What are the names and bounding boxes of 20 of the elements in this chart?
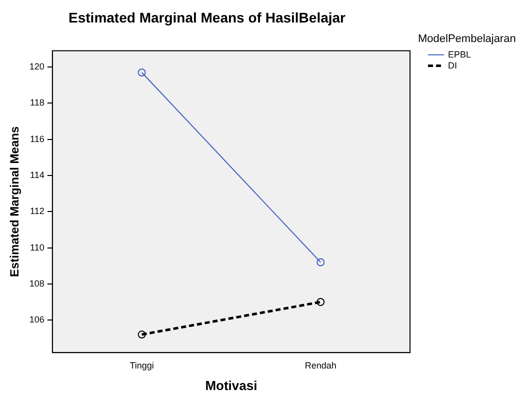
legend-label: DI	[448, 60, 457, 70]
point	[138, 330, 146, 339]
x-tick-label: Tinggi	[130, 360, 154, 370]
x-tick-label: Rendah	[304, 360, 336, 370]
point	[138, 68, 146, 76]
x-axis-title: Motivasi	[205, 378, 258, 393]
y-tick-label: 114	[30, 170, 44, 180]
point	[316, 298, 325, 306]
y-tick-label: 112	[30, 206, 44, 216]
y-axis-title: Estimated Marginal Means	[8, 126, 22, 278]
y-tick-label: 120	[29, 62, 44, 72]
chart-title: Estimated Marginal Means of HasilBelajar	[68, 9, 346, 26]
legend-title: ModelPembelajaran	[418, 32, 516, 45]
point	[316, 258, 325, 266]
y-tick-label: 118	[30, 98, 44, 108]
y-tick-label: 106	[29, 314, 44, 325]
y-tick-label: 110	[30, 242, 44, 252]
y-tick-label: 108	[29, 278, 44, 288]
legend-label: EPBL	[448, 49, 472, 60]
y-tick-label: 116	[30, 134, 44, 144]
